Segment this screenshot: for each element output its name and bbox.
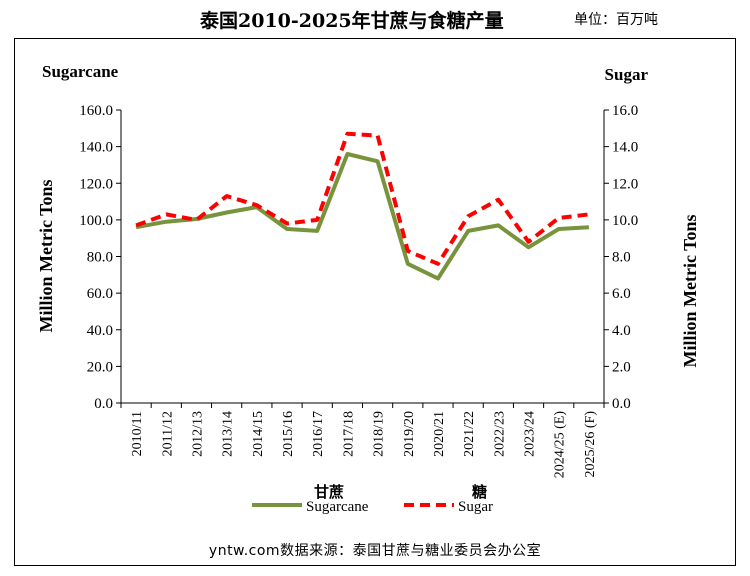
legend-sugar-label: Sugar	[458, 499, 493, 515]
legend-sugarcane-label: Sugarcane	[306, 499, 369, 515]
unit-label: 单位：百万吨	[574, 12, 658, 28]
x-tick-label: 2012/13	[190, 411, 205, 457]
right-tick-label: 4.0	[612, 323, 631, 339]
legend-sugarcane-cn: 甘蔗	[314, 483, 344, 501]
x-tick-label: 2016/17	[311, 411, 326, 457]
series-group	[135, 131, 590, 281]
right-tick-label: 14.0	[612, 140, 638, 156]
x-tick-label: 2024/25 (E)	[553, 411, 568, 479]
right-tick-label: 10.0	[612, 213, 638, 229]
right-tick-label: 16.0	[612, 103, 638, 119]
left-tick-label: 100.0	[79, 213, 113, 229]
x-tick-label: 2017/18	[341, 411, 356, 457]
legend-sugar-cn: 糖	[472, 483, 487, 501]
series-line-sugar	[135, 131, 590, 266]
left-tick-label: 160.0	[79, 103, 113, 119]
left-tick-label: 40.0	[87, 323, 113, 339]
x-tick-label: 2013/14	[221, 411, 236, 457]
x-tick-label: 2020/21	[432, 411, 447, 457]
x-tick-label: 2022/23	[492, 411, 507, 457]
title-row: 泰国2010-2025年甘蔗与食糖产量 单位：百万吨	[0, 6, 750, 32]
x-tick-label: 2018/19	[372, 411, 387, 457]
chart-title: 泰国2010-2025年甘蔗与食糖产量	[200, 10, 504, 32]
right-axis-title: Million Metric Tons	[680, 215, 700, 368]
left-axis-top-label: Sugarcane	[42, 62, 119, 81]
source-footer: yntw.com数据来源：泰国甘蔗与糖业委员会办公室	[208, 543, 542, 559]
labels-group: 0.0 20.0 40.0 60.0 80.0 100.0 120.0 140.0 160.0 0…	[36, 62, 700, 478]
axes-group	[116, 109, 609, 408]
x-tick-label: 2023/24	[523, 411, 538, 457]
left-tick-label: 80.0	[87, 250, 113, 266]
x-tick-label: 2010/11	[130, 411, 145, 456]
x-tick-label: 2019/20	[402, 411, 417, 457]
x-tick-label: 2011/12	[160, 411, 175, 456]
left-tick-label: 140.0	[79, 140, 113, 156]
x-tick-label: 2014/15	[251, 411, 266, 457]
left-tick-label: 60.0	[87, 286, 113, 302]
series-line-sugarcane	[135, 152, 590, 281]
x-tick-label: 2015/16	[281, 411, 296, 457]
right-tick-label: 6.0	[612, 286, 631, 302]
chart-frame	[14, 38, 736, 566]
left-tick-label: 120.0	[79, 176, 113, 192]
left-tick-label: 20.0	[87, 359, 113, 375]
x-tick-label: 2025/26 (F)	[583, 411, 598, 478]
left-axis-title: Million Metric Tons	[36, 180, 56, 333]
right-tick-label: 0.0	[612, 396, 631, 412]
right-axis-top-label: Sugar	[605, 65, 649, 84]
right-tick-label: 8.0	[612, 250, 631, 266]
left-tick-label: 0.0	[94, 396, 113, 412]
right-tick-label: 2.0	[612, 359, 631, 375]
x-tick-label: 2021/22	[462, 411, 477, 457]
right-tick-label: 12.0	[612, 176, 638, 192]
